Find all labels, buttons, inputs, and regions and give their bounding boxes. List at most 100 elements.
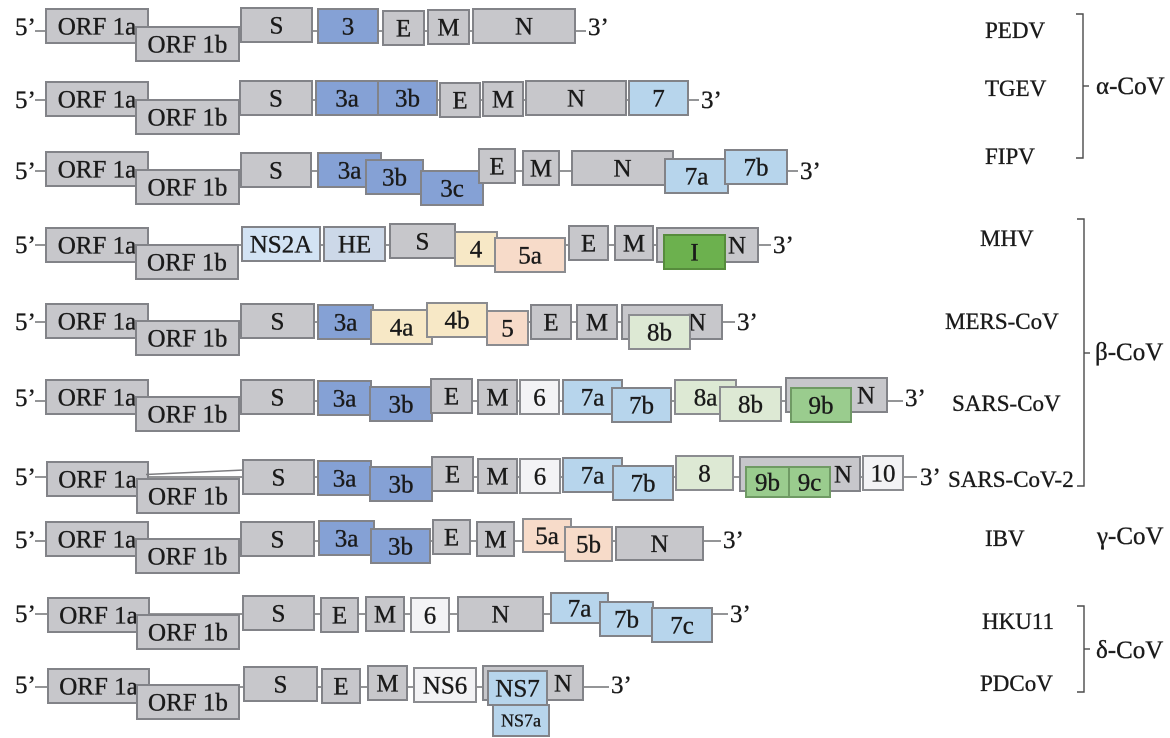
svg-text:α-CoV: α-CoV <box>1096 73 1165 100</box>
svg-text:ORF 1a: ORF 1a <box>58 157 136 184</box>
svg-text:9b: 9b <box>809 393 834 420</box>
svg-text:M: M <box>437 15 459 42</box>
svg-text:8b: 8b <box>647 320 672 347</box>
svg-text:E: E <box>445 462 460 489</box>
svg-text:10: 10 <box>871 461 896 488</box>
svg-text:M: M <box>530 156 552 183</box>
svg-text:3: 3 <box>342 14 355 41</box>
svg-text:M: M <box>486 385 508 412</box>
svg-text:E: E <box>543 310 558 337</box>
svg-text:4a: 4a <box>390 315 414 342</box>
svg-text:7a: 7a <box>685 164 709 191</box>
svg-text:3a: 3a <box>334 310 358 337</box>
svg-text:S: S <box>269 86 283 113</box>
svg-text:IBV: IBV <box>985 526 1025 551</box>
svg-text:3’: 3’ <box>800 158 821 185</box>
svg-text:5’: 5’ <box>15 672 36 699</box>
svg-text:6: 6 <box>533 385 546 412</box>
svg-text:3a: 3a <box>335 526 359 553</box>
svg-text:NS6: NS6 <box>423 673 467 700</box>
svg-text:HE: HE <box>338 232 371 259</box>
svg-text:S: S <box>416 229 430 256</box>
svg-text:5’: 5’ <box>15 14 36 41</box>
svg-text:7b: 7b <box>631 471 656 498</box>
svg-text:8: 8 <box>698 461 711 488</box>
svg-text:E: E <box>489 154 504 181</box>
svg-text:3’: 3’ <box>723 527 744 554</box>
svg-text:5’: 5’ <box>15 309 36 336</box>
svg-text:7a: 7a <box>581 385 605 412</box>
svg-text:I: I <box>690 240 698 267</box>
svg-text:3a: 3a <box>338 158 362 185</box>
svg-text:8b: 8b <box>738 392 763 419</box>
svg-text:5’: 5’ <box>15 232 36 259</box>
svg-text:5a: 5a <box>535 523 559 550</box>
svg-text:3b: 3b <box>389 392 414 419</box>
svg-text:S: S <box>274 672 288 699</box>
svg-text:9b: 9b <box>755 470 780 497</box>
svg-text:3’: 3’ <box>920 464 941 491</box>
svg-text:δ-CoV: δ-CoV <box>1096 637 1163 664</box>
svg-text:TGEV: TGEV <box>985 76 1047 101</box>
svg-text:N: N <box>688 310 706 337</box>
svg-text:5: 5 <box>501 316 514 343</box>
svg-text:3’: 3’ <box>701 87 722 114</box>
svg-text:7: 7 <box>652 86 665 113</box>
svg-text:6: 6 <box>534 464 547 491</box>
svg-text:S: S <box>271 309 285 336</box>
svg-text:N: N <box>613 156 631 183</box>
svg-text:NS7a: NS7a <box>501 711 541 731</box>
svg-text:ORF 1b: ORF 1b <box>148 544 228 571</box>
svg-text:E: E <box>444 525 459 552</box>
svg-text:ORF 1a: ORF 1a <box>58 309 136 336</box>
svg-text:E: E <box>452 88 467 115</box>
svg-text:S: S <box>272 601 286 628</box>
svg-text:5’: 5’ <box>15 464 36 491</box>
svg-text:3b: 3b <box>388 534 413 561</box>
svg-text:ORF 1a: ORF 1a <box>59 674 137 701</box>
svg-text:7b: 7b <box>744 155 769 182</box>
svg-text:N: N <box>515 14 533 41</box>
svg-text:NS7: NS7 <box>495 676 539 703</box>
svg-text:ORF 1b: ORF 1b <box>148 690 228 717</box>
svg-text:5’: 5’ <box>15 87 36 114</box>
svg-text:6: 6 <box>424 603 437 630</box>
svg-text:ORF 1b: ORF 1b <box>147 250 227 277</box>
svg-text:5’: 5’ <box>15 385 36 412</box>
svg-text:M: M <box>586 310 608 337</box>
svg-text:ORF 1b: ORF 1b <box>148 175 228 202</box>
svg-text:N: N <box>857 383 875 410</box>
svg-text:3a: 3a <box>333 466 357 493</box>
svg-text:ORF 1a: ORF 1a <box>59 603 137 630</box>
svg-text:3’: 3’ <box>773 232 794 259</box>
svg-text:ORF 1a: ORF 1a <box>58 14 136 41</box>
svg-text:HKU11: HKU11 <box>982 609 1054 634</box>
svg-text:M: M <box>492 87 514 114</box>
svg-text:ORF 1b: ORF 1b <box>148 32 228 59</box>
svg-text:E: E <box>581 231 596 258</box>
svg-text:8a: 8a <box>694 385 718 412</box>
svg-text:7a: 7a <box>581 463 605 490</box>
svg-text:PDCoV: PDCoV <box>980 671 1053 696</box>
svg-text:5’: 5’ <box>15 527 36 554</box>
svg-text:9c: 9c <box>798 470 822 497</box>
svg-text:3b: 3b <box>389 472 414 499</box>
svg-text:ORF 1a: ORF 1a <box>58 87 136 114</box>
svg-text:ORF 1b: ORF 1b <box>148 484 228 511</box>
svg-text:3’: 3’ <box>905 385 926 412</box>
svg-text:7b: 7b <box>629 393 654 420</box>
svg-text:M: M <box>484 527 506 554</box>
svg-text:N: N <box>554 671 572 698</box>
svg-text:E: E <box>333 674 348 701</box>
svg-text:E: E <box>444 384 459 411</box>
svg-text:3’: 3’ <box>588 14 609 41</box>
svg-text:N: N <box>834 462 852 489</box>
svg-text:M: M <box>376 671 398 698</box>
svg-text:ORF 1b: ORF 1b <box>148 620 228 647</box>
svg-text:SARS-CoV-2: SARS-CoV-2 <box>948 467 1074 492</box>
svg-text:SARS-CoV: SARS-CoV <box>952 391 1061 416</box>
svg-text:5b: 5b <box>576 532 601 559</box>
svg-text:N: N <box>650 531 668 558</box>
svg-text:E: E <box>396 16 411 43</box>
svg-text:M: M <box>374 602 396 629</box>
